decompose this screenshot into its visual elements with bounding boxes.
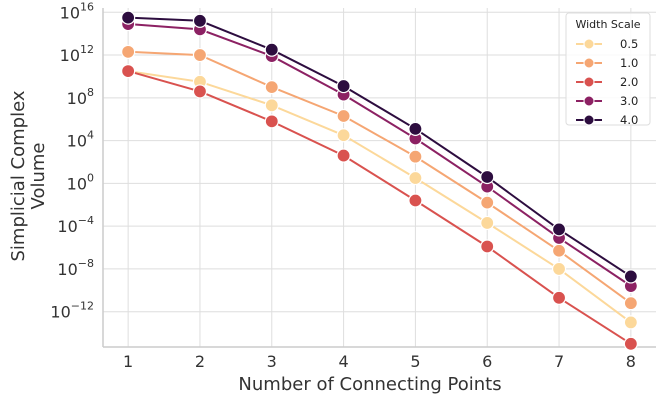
x-tick-label: 6 xyxy=(482,352,492,371)
data-point xyxy=(336,108,351,124)
data-point xyxy=(551,243,567,258)
x-tick-label: 7 xyxy=(554,352,564,371)
legend-label: 2.0 xyxy=(620,75,638,89)
axes xyxy=(102,8,656,348)
data-point xyxy=(480,215,495,231)
data-point xyxy=(121,10,136,25)
legend-label: 1.0 xyxy=(620,56,638,70)
series-line xyxy=(128,50,632,305)
data-point xyxy=(192,84,208,99)
y-tick-label: 1012 xyxy=(60,43,94,65)
series-4.0 xyxy=(121,10,638,284)
y-axis-label-line-1: Simplicial Complex xyxy=(8,90,29,261)
data-point xyxy=(480,169,495,185)
data-point xyxy=(264,98,279,113)
y-tick-label: 100 xyxy=(67,171,94,193)
data-point xyxy=(264,42,279,57)
data-point xyxy=(623,315,638,330)
legend-item: 4.0 xyxy=(576,113,638,127)
data-point xyxy=(192,47,208,63)
legend-swatch-marker xyxy=(583,114,595,126)
y-tick-label: 104 xyxy=(67,129,94,151)
data-point xyxy=(408,170,423,186)
y-tick-label: 108 xyxy=(67,86,94,108)
data-point xyxy=(623,269,638,284)
x-tick-label: 8 xyxy=(626,352,636,371)
series-line xyxy=(128,16,632,278)
legend-item: 3.0 xyxy=(576,94,638,108)
x-tick-label: 3 xyxy=(267,352,277,371)
legend-item: 0.5 xyxy=(576,37,638,51)
series-0.5 xyxy=(121,63,638,330)
x-tick-label: 1 xyxy=(123,352,133,371)
legend-item: 2.0 xyxy=(576,75,638,89)
legend-label: 3.0 xyxy=(620,94,638,108)
legend-swatch-marker xyxy=(583,76,595,88)
y-tick-label: 10−8 xyxy=(57,257,94,279)
data-point xyxy=(551,222,567,237)
data-point xyxy=(121,63,136,79)
data-point xyxy=(264,114,279,129)
y-axis-label: Simplicial Complex Volume xyxy=(8,90,49,261)
legend: Width Scale 0.5 1.0 2.0 3.0 4.0 xyxy=(565,12,651,127)
series-group xyxy=(121,10,638,351)
data-point xyxy=(336,148,351,163)
y-axis-label-line-2: Volume xyxy=(28,143,49,210)
data-point xyxy=(623,336,638,351)
series-line xyxy=(127,70,632,324)
x-axis-label: Number of Connecting Points xyxy=(238,374,501,395)
data-point xyxy=(480,239,495,254)
data-point xyxy=(551,261,567,277)
legend-title: Width Scale xyxy=(575,18,640,31)
y-tick-label: 10−12 xyxy=(50,300,94,322)
data-point xyxy=(408,193,423,208)
x-tick-labels: 1 2 3 4 5 6 7 8 xyxy=(123,352,636,371)
series-line xyxy=(128,23,632,287)
x-tick-label: 2 xyxy=(195,352,205,371)
data-point xyxy=(623,296,638,311)
x-tick-label: 5 xyxy=(410,352,420,371)
data-point xyxy=(336,78,351,94)
legend-swatch-marker xyxy=(583,38,595,50)
y-tick-label: 10−4 xyxy=(57,214,94,236)
x-tick-label: 4 xyxy=(338,352,348,371)
y-tick-label: 1016 xyxy=(60,0,94,22)
legend-swatch-marker xyxy=(583,95,595,107)
series-2.0 xyxy=(121,63,638,351)
legend-item: 1.0 xyxy=(576,56,638,70)
series-line xyxy=(127,70,632,345)
data-point xyxy=(192,13,208,28)
data-point xyxy=(336,128,351,143)
y-tick-labels: 1016 1012 108 104 100 10−4 10−8 10−12 xyxy=(50,0,94,321)
data-point xyxy=(551,290,567,305)
legend-label: 0.5 xyxy=(620,37,638,51)
data-point xyxy=(264,80,279,95)
data-point xyxy=(408,149,423,164)
legend-label: 4.0 xyxy=(620,113,638,127)
data-point xyxy=(408,121,423,136)
data-point xyxy=(121,44,136,59)
legend-swatch-marker xyxy=(583,57,595,69)
data-point xyxy=(480,195,495,210)
series-1.0 xyxy=(121,44,638,311)
